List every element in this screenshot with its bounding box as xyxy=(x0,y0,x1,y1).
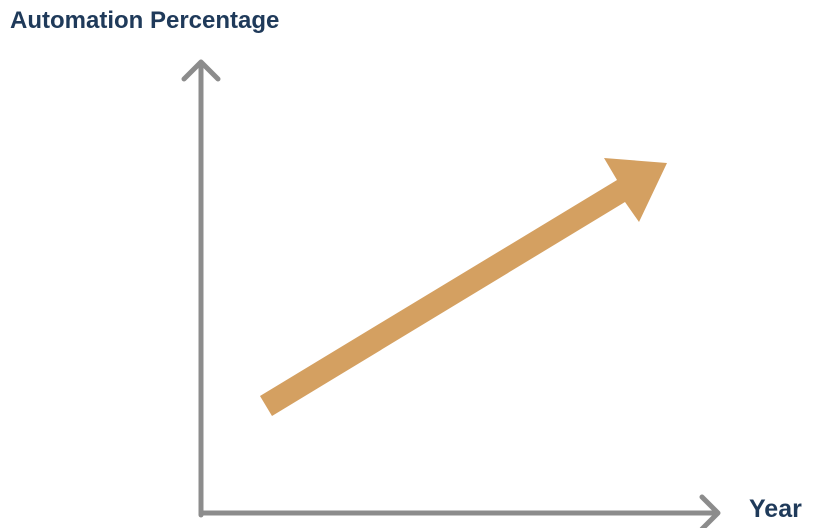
y-axis-arrowhead xyxy=(181,59,221,82)
x-axis-title: Year xyxy=(749,495,802,523)
y-axis-title: Automation Percentage xyxy=(10,7,280,34)
trend-arrow xyxy=(260,158,667,416)
x-axis-arrowhead xyxy=(699,494,721,528)
